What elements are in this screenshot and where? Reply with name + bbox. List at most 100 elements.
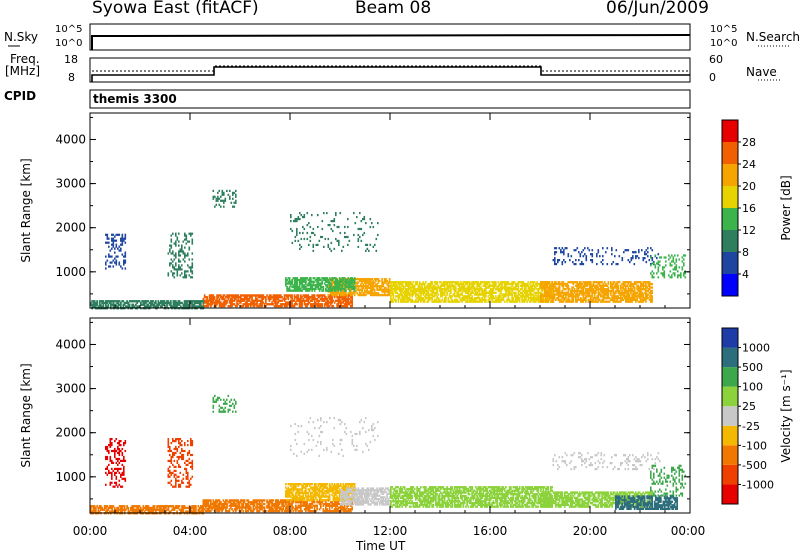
power-band-cell [631, 298, 633, 301]
power-band-cell [603, 289, 606, 293]
power-band-cell [501, 284, 503, 287]
power-band-cell [181, 301, 183, 305]
power-band-cell [391, 281, 393, 284]
power-band-cell [352, 285, 355, 289]
power-band-cell [245, 304, 247, 308]
velocity-scatter-cell [111, 438, 113, 441]
power-band-cell [470, 286, 472, 289]
power-scatter-cell [221, 189, 224, 192]
power-band-cell [547, 288, 550, 291]
power-scatter-cell [188, 258, 191, 261]
power-band-cell [452, 284, 455, 287]
power-band-cell [303, 278, 306, 282]
power-scatter-cell [123, 263, 125, 266]
power-band-cell [327, 280, 330, 283]
power-band-cell [115, 300, 117, 303]
power-band-cell [630, 297, 632, 300]
velocity-band-cell [218, 508, 221, 511]
power-band-cell [557, 298, 560, 301]
velocity-scatter-cell [167, 459, 170, 462]
velocity-scatter-cell [230, 398, 233, 401]
power-band-cell [548, 293, 551, 296]
power-band-cell [333, 287, 336, 290]
power-band-cell [626, 300, 628, 303]
velocity-scatter-cell [362, 427, 364, 430]
velocity-scatter-cell [297, 425, 300, 428]
power-band-cell [490, 288, 492, 291]
velocity-scatter-cell [106, 455, 109, 459]
power-band-cell [502, 297, 505, 300]
power-band-cell [457, 284, 460, 287]
power-band-cell [350, 288, 352, 291]
power-band-cell [466, 286, 468, 289]
power-band-cell [461, 288, 463, 291]
power-band-cell [412, 281, 415, 284]
velocity-scatter-cell [229, 408, 231, 411]
power-band-cell [312, 297, 315, 301]
power-band-cell [160, 300, 162, 303]
power-scatter-cell [333, 218, 336, 221]
velocity-scatter-cell [173, 440, 176, 443]
power-scatter-cell [176, 238, 179, 241]
power-band-cell [282, 303, 285, 306]
velocity-scatter-cell [345, 432, 348, 436]
power-band-cell [350, 280, 352, 283]
power-band-cell [212, 296, 215, 299]
power-band-cell [345, 292, 347, 295]
power-band-cell [542, 284, 545, 287]
power-band-cell [353, 277, 356, 280]
power-band-cell [353, 278, 356, 282]
power-band-cell [161, 303, 163, 306]
power-band-cell [452, 300, 455, 303]
power-band-cell [541, 286, 543, 289]
power-band-cell [191, 303, 193, 306]
power-scatter-cell [590, 259, 592, 262]
power-band-cell [553, 282, 556, 286]
velocity-scatter-cell [579, 456, 582, 459]
power-band-cell [342, 293, 345, 297]
power-band-cell [456, 298, 458, 301]
velocity-scatter-cell [232, 410, 234, 413]
power-band-cell [216, 297, 218, 301]
power-band-cell [222, 296, 225, 299]
power-band-cell [256, 304, 258, 308]
velocity-scatter-cell [108, 469, 110, 472]
power-band-cell [600, 281, 602, 284]
power-band-cell [597, 289, 600, 293]
power-scatter-cell [170, 238, 173, 241]
power-band-cell [421, 291, 423, 294]
power-band-cell [535, 298, 537, 301]
power-scatter-cell [175, 268, 177, 271]
power-band-cell [462, 297, 465, 300]
power-band-cell [323, 303, 326, 306]
power-band-cell [313, 299, 316, 302]
power-band-cell [628, 293, 631, 296]
power-band-cell [525, 293, 527, 296]
power-band-cell [376, 292, 378, 295]
power-band-cell [645, 298, 647, 301]
power-band-cell [630, 282, 632, 286]
power-band-cell [405, 282, 407, 286]
power-band-cell [542, 298, 545, 301]
velocity-scatter-cell [121, 485, 124, 488]
power-scatter-cell [117, 233, 119, 236]
power-band-cell [260, 296, 262, 299]
power-band-cell [607, 286, 610, 289]
power-band-cell [550, 300, 552, 303]
power-band-cell [157, 303, 160, 306]
power-band-cell [533, 288, 536, 291]
power-band-cell [587, 300, 590, 303]
power-band-cell [297, 285, 300, 289]
power-band-cell [582, 284, 585, 287]
power-band-cell [401, 288, 403, 291]
power-band-cell [413, 291, 416, 294]
power-band-cell [297, 278, 300, 282]
velocity-scatter-cell [681, 470, 684, 473]
power-band-cell [341, 284, 343, 287]
power-band-cell [225, 303, 227, 306]
velocity-scatter-cell [359, 421, 361, 424]
power-band-cell [365, 286, 367, 290]
power-band-cell [562, 291, 565, 294]
power-band-cell [338, 282, 341, 285]
power-band-cell [498, 295, 501, 298]
